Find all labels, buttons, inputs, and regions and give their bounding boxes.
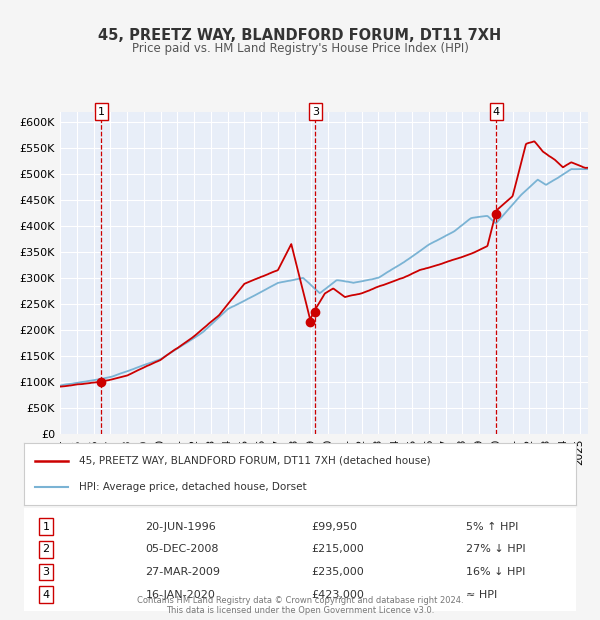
- Text: 4: 4: [43, 590, 50, 600]
- Text: 27% ↓ HPI: 27% ↓ HPI: [466, 544, 525, 554]
- Text: 20-JUN-1996: 20-JUN-1996: [145, 521, 216, 531]
- Text: Contains HM Land Registry data © Crown copyright and database right 2024.
This d: Contains HM Land Registry data © Crown c…: [137, 596, 463, 615]
- Text: 2: 2: [43, 544, 50, 554]
- Text: 16% ↓ HPI: 16% ↓ HPI: [466, 567, 525, 577]
- Text: ≈ HPI: ≈ HPI: [466, 590, 497, 600]
- Text: 27-MAR-2009: 27-MAR-2009: [145, 567, 220, 577]
- Text: 05-DEC-2008: 05-DEC-2008: [145, 544, 219, 554]
- Text: 45, PREETZ WAY, BLANDFORD FORUM, DT11 7XH: 45, PREETZ WAY, BLANDFORD FORUM, DT11 7X…: [98, 28, 502, 43]
- Text: £215,000: £215,000: [311, 544, 364, 554]
- Text: Price paid vs. HM Land Registry's House Price Index (HPI): Price paid vs. HM Land Registry's House …: [131, 42, 469, 55]
- Text: HPI: Average price, detached house, Dorset: HPI: Average price, detached house, Dors…: [79, 482, 307, 492]
- Text: 4: 4: [493, 107, 500, 117]
- Text: 3: 3: [43, 567, 50, 577]
- Text: 1: 1: [98, 107, 105, 117]
- Text: 45, PREETZ WAY, BLANDFORD FORUM, DT11 7XH (detached house): 45, PREETZ WAY, BLANDFORD FORUM, DT11 7X…: [79, 456, 431, 466]
- Text: £99,950: £99,950: [311, 521, 357, 531]
- Text: 16-JAN-2020: 16-JAN-2020: [145, 590, 215, 600]
- Text: 5% ↑ HPI: 5% ↑ HPI: [466, 521, 518, 531]
- Text: £423,000: £423,000: [311, 590, 364, 600]
- Text: 1: 1: [43, 521, 50, 531]
- Text: £235,000: £235,000: [311, 567, 364, 577]
- Text: 3: 3: [312, 107, 319, 117]
